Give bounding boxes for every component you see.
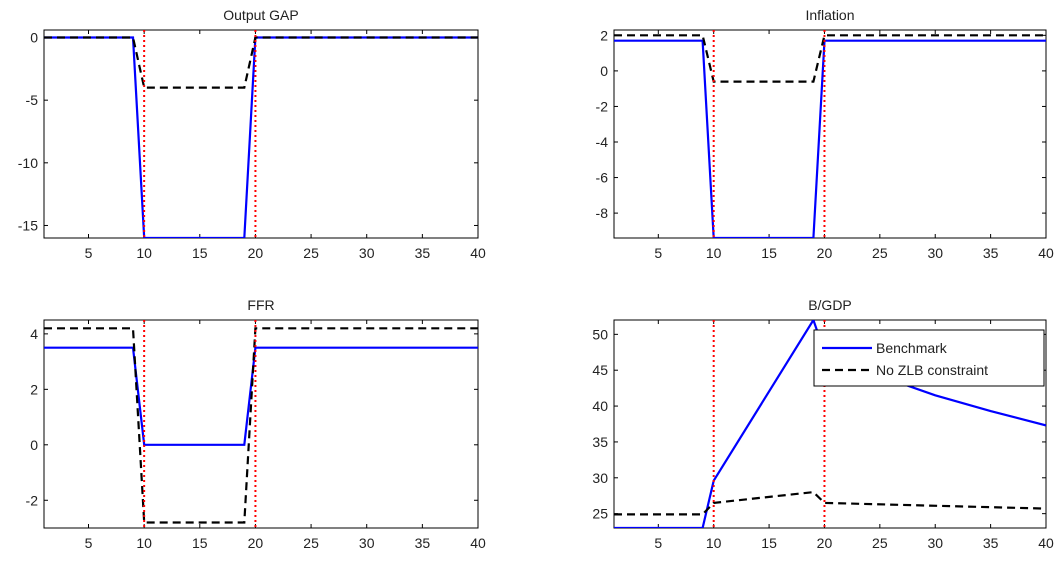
- x-tick-label: 20: [248, 245, 264, 261]
- y-tick-label: -6: [596, 170, 609, 186]
- y-tick-label: 45: [592, 362, 608, 378]
- x-tick-label: 35: [983, 535, 999, 551]
- y-tick-label: 0: [600, 63, 608, 79]
- legend: Benchmark No ZLB constraint: [813, 329, 1045, 387]
- x-tick-label: 40: [470, 245, 486, 261]
- x-tick-label: 25: [872, 245, 888, 261]
- y-tick-label: 0: [30, 30, 38, 46]
- x-tick-label: 20: [248, 535, 264, 551]
- series-line-benchmark: [44, 346, 478, 446]
- legend-box: [813, 329, 1045, 387]
- x-tick-label: 30: [359, 535, 375, 551]
- y-tick-label: 50: [592, 326, 608, 342]
- y-tick-label: -5: [26, 92, 39, 108]
- x-tick-label: 30: [927, 245, 943, 261]
- y-tick-label: -2: [26, 492, 39, 508]
- y-tick-label: -2: [596, 98, 609, 114]
- series-line-no-zlb: [614, 34, 1046, 83]
- x-tick-label: 5: [654, 245, 662, 261]
- series-line-no-zlb: [44, 36, 478, 89]
- x-tick-label: 15: [192, 535, 208, 551]
- x-tick-label: 40: [1038, 535, 1054, 551]
- x-tick-label: 40: [1038, 245, 1054, 261]
- x-tick-label: 5: [85, 245, 93, 261]
- x-tick-label: 10: [706, 245, 722, 261]
- subplot-2: FFR 5 10 15 20 25 30 35 40 -2 0 2 4: [26, 297, 486, 551]
- axes-box: [613, 319, 1047, 529]
- x-tick-label: 5: [85, 535, 93, 551]
- subplot-title: Output GAP: [223, 7, 298, 23]
- x-tick-label: 15: [761, 535, 777, 551]
- x-tick-label: 20: [817, 245, 833, 261]
- plot-area: [44, 320, 478, 528]
- y-tick-label: -10: [18, 155, 38, 171]
- x-tick-label: 30: [359, 245, 375, 261]
- x-tick-label: 25: [872, 535, 888, 551]
- legend-label: Benchmark: [876, 340, 948, 356]
- x-tick-label: 20: [817, 535, 833, 551]
- subplot-1: Inflation 5 10 15 20 25 30 35 40 -8 -6 -4 -2 0 2: [596, 7, 1054, 261]
- y-tick-label: -4: [596, 134, 609, 150]
- y-tick-label: 40: [592, 398, 608, 414]
- y-tick-label: 4: [30, 326, 38, 342]
- subplot-3: B/GDP 5 10 15 20 25 30 35 40 25 30 35 40 45 50 Benchmar…: [592, 297, 1054, 551]
- y-tick-label: -15: [18, 217, 38, 233]
- plot-area: [614, 30, 1046, 238]
- y-tick-label: 2: [30, 381, 38, 397]
- subplot-0: Output GAP 5 10 15 20 25 30 35 40 -15 -10 -5 0: [18, 7, 486, 261]
- y-tick-label: -8: [596, 205, 609, 221]
- axes-box: [43, 319, 479, 529]
- y-tick-label: 35: [592, 434, 608, 450]
- series-line-no-zlb: [614, 490, 1046, 516]
- x-tick-label: 40: [470, 535, 486, 551]
- axes-box: [43, 29, 479, 239]
- x-tick-label: 10: [706, 535, 722, 551]
- x-tick-label: 30: [927, 535, 943, 551]
- series-line-benchmark: [614, 39, 1046, 238]
- x-tick-label: 10: [136, 245, 152, 261]
- x-tick-label: 10: [136, 535, 152, 551]
- x-tick-label: 15: [192, 245, 208, 261]
- y-tick-label: 2: [600, 27, 608, 43]
- y-tick-label: 0: [30, 437, 38, 453]
- y-tick-label: 25: [592, 506, 608, 522]
- subplot-title: FFR: [247, 297, 274, 313]
- x-tick-label: 15: [761, 245, 777, 261]
- x-tick-label: 35: [983, 245, 999, 261]
- plot-area: [44, 30, 478, 238]
- legend-label: No ZLB constraint: [876, 362, 988, 378]
- y-tick-label: 30: [592, 470, 608, 486]
- subplot-title: Inflation: [805, 7, 854, 23]
- series-line-no-zlb: [44, 327, 478, 524]
- subplot-title: B/GDP: [808, 297, 852, 313]
- x-tick-label: 25: [303, 535, 319, 551]
- axes-box: [613, 29, 1047, 239]
- x-tick-label: 5: [654, 535, 662, 551]
- x-tick-label: 35: [415, 535, 431, 551]
- x-tick-label: 35: [415, 245, 431, 261]
- series-line-benchmark: [44, 36, 478, 238]
- x-tick-label: 25: [303, 245, 319, 261]
